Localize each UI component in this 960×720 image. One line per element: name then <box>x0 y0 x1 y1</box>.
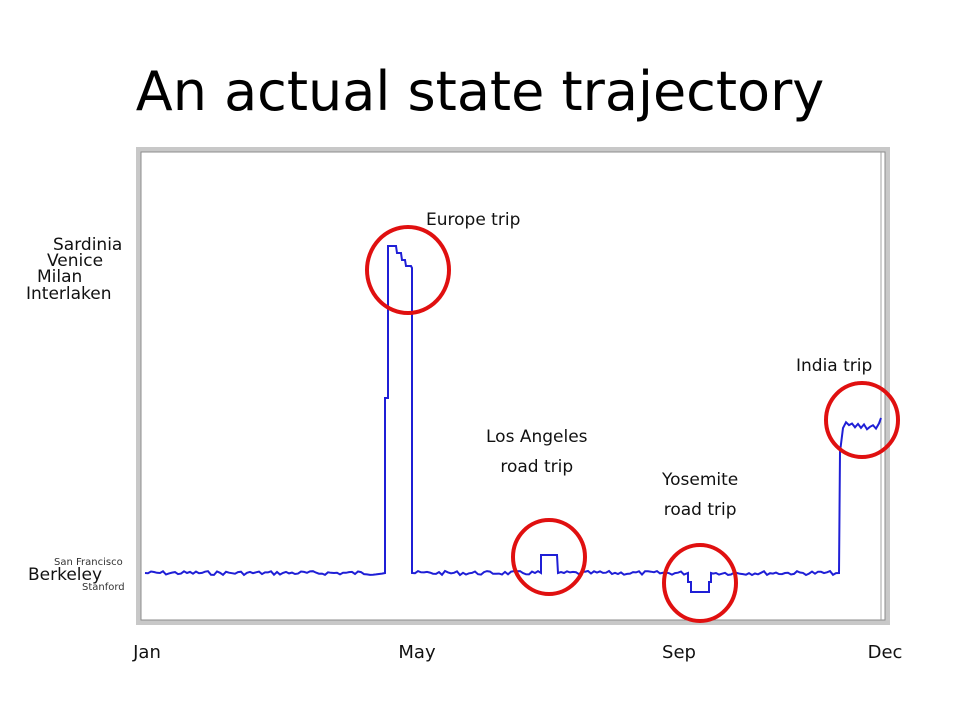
trajectory-series <box>144 245 882 593</box>
circle-europe-trip <box>365 225 451 315</box>
y-label-san-francisco: San Francisco <box>54 557 123 568</box>
annotation-yosemite-line2: road trip <box>663 500 737 520</box>
chart-frame <box>136 147 890 625</box>
x-tick-may: May <box>398 642 436 663</box>
annotation-los-angeles: Los Angeles road trip <box>486 422 588 482</box>
x-tick-jan: Jan <box>133 642 161 663</box>
circle-los-angeles <box>511 518 587 596</box>
annotation-india-trip: India trip <box>796 351 872 381</box>
page-title: An actual state trajectory <box>135 60 825 123</box>
annotation-la-line1: Los Angeles <box>486 427 588 447</box>
annotation-la-line2: road trip <box>500 457 574 477</box>
annotation-india-line1: India trip <box>796 356 873 376</box>
x-tick-sep: Sep <box>662 642 696 663</box>
y-label-sardinia: Sardinia <box>53 235 123 255</box>
x-tick-dec: Dec <box>867 642 903 663</box>
annotation-europe-line1: Europe trip <box>426 210 521 230</box>
annotation-circles <box>365 225 900 623</box>
circle-yosemite <box>662 543 738 623</box>
annotation-europe-trip: Europe trip <box>426 205 520 235</box>
annotation-yosemite-line1: Yosemite <box>662 470 739 490</box>
y-label-venice: Venice <box>47 251 104 271</box>
trajectory-line <box>144 245 882 593</box>
y-label-milan: Milan <box>37 267 83 287</box>
frame-inner <box>140 151 886 621</box>
annotation-yosemite: Yosemite road trip <box>662 465 738 525</box>
y-label-berkeley: Berkeley <box>28 565 103 585</box>
y-label-interlaken: Interlaken <box>26 284 112 304</box>
circle-india-trip <box>824 381 900 459</box>
y-label-stanford: Stanford <box>82 582 125 593</box>
